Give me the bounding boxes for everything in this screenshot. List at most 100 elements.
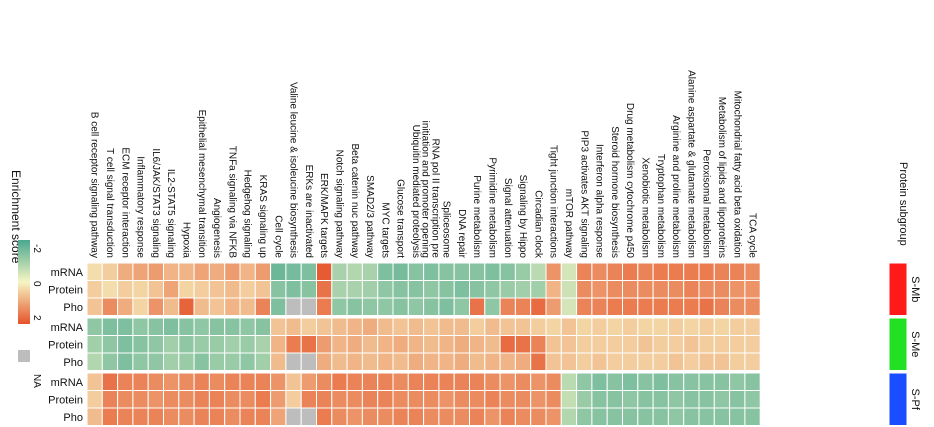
heatmap-cell [423,262,440,281]
heatmap-cell [254,297,272,316]
heatmap-cell [407,297,425,316]
column-label: Ubiquitin mediated proteolysis [410,125,421,258]
heatmap-cell [530,335,547,354]
heatmap-cell [698,352,715,371]
heatmap-cell [423,335,440,354]
heatmap-cell [499,335,516,354]
heatmap-cell [499,390,516,409]
heatmap-cell [346,390,363,409]
heatmap-cell [239,317,256,336]
column-label: Purine metabolism [471,175,482,258]
heatmap-cell [254,352,272,371]
heatmap-cell [423,317,440,336]
heatmap-cell [147,317,164,336]
heatmap-cell-na [300,352,318,371]
heatmap-cell [530,262,547,281]
heatmap-cell [591,262,608,281]
heatmap-cell [316,335,333,354]
heatmap-cell [698,262,715,281]
heatmap-cell [101,317,119,336]
column-label: IL6/JAK/STAT3 signaling [150,148,161,258]
heatmap-cell [361,335,379,354]
heatmap-cell [239,335,256,354]
row-label: Pho [63,412,83,424]
heatmap-cell [224,352,241,371]
heatmap-cell [514,352,532,371]
heatmap-cell [713,280,731,299]
heatmap-cell [469,352,486,371]
heatmap-cell [331,280,348,299]
heatmap-cell [713,407,731,426]
column-label: Hypoxia [180,222,191,259]
heatmap-cell [86,317,103,336]
column-label: Mitochondrial fatty acid beta oxidation [731,91,742,258]
heatmap-cell [163,262,180,281]
heatmap-cell [270,317,287,336]
heatmap-cell [117,280,134,299]
heatmap-cell [637,390,654,409]
heatmap-cell [86,262,103,281]
heatmap-cell [392,280,409,299]
heatmap-cell [163,297,180,316]
row-label: mRNA [51,322,84,334]
column-label: IL2-STAT5 signaling [165,169,176,258]
heatmap-cell [683,335,700,354]
heatmap-cell [622,407,639,426]
row-label: Pho [63,302,83,314]
row-label: mRNA [51,267,84,279]
heatmap-cell [208,262,226,281]
heatmap-cell [239,262,256,281]
heatmap-cell [331,390,348,409]
heatmap-cell [698,280,715,299]
heatmap-cell [545,262,562,281]
heatmap-cell [453,317,471,336]
heatmap-cell [606,317,624,336]
heatmap-cell [545,372,562,391]
column-label: TCA cycle [747,213,758,258]
heatmap-cell [499,317,516,336]
heatmap-cell [407,280,425,299]
heatmap-cell-na [285,297,302,316]
heatmap-cell [346,352,363,371]
column-label: Metabolism of lipids and lipoproteins [716,97,727,258]
heatmap-cell [530,352,547,371]
heatmap-cell [438,335,455,354]
heatmap-cell [117,317,134,336]
heatmap-cell [545,297,562,316]
heatmap-cell [331,297,348,316]
heatmap-cell [560,352,578,371]
heatmap-cell [545,335,562,354]
heatmap-cell [86,407,103,426]
heatmap-cell [208,297,226,316]
heatmap-cell [713,335,731,354]
heatmap-cell [407,262,425,281]
heatmap-cell [132,407,149,426]
heatmap-cell [147,407,164,426]
heatmap-cell [453,297,471,316]
heatmap-cell [576,372,593,391]
heatmap-cell [576,352,593,371]
heatmap-cell [270,390,287,409]
heatmap-cell [713,352,731,371]
heatmap-cell [729,407,746,426]
heatmap-cell [514,297,532,316]
heatmap-cell [637,372,654,391]
heatmap-cell [683,407,700,426]
heatmap-cell [560,407,578,426]
heatmap-cell [622,317,639,336]
heatmap-cell [117,372,134,391]
heatmap-cell [606,372,624,391]
heatmap-cell [637,317,654,336]
heatmap-cell [652,335,669,354]
heatmap-cell [117,352,134,371]
heatmap-cell [392,390,409,409]
heatmap-cell [254,390,272,409]
heatmap-cell [591,407,608,426]
heatmap-cell [316,262,333,281]
heatmap-cell [224,407,241,426]
heatmap-cell [545,352,562,371]
heatmap-cell [361,297,379,316]
heatmap-cell [300,335,318,354]
column-label: TNFa signaling via NFKB [226,146,237,259]
heatmap-cell [606,352,624,371]
